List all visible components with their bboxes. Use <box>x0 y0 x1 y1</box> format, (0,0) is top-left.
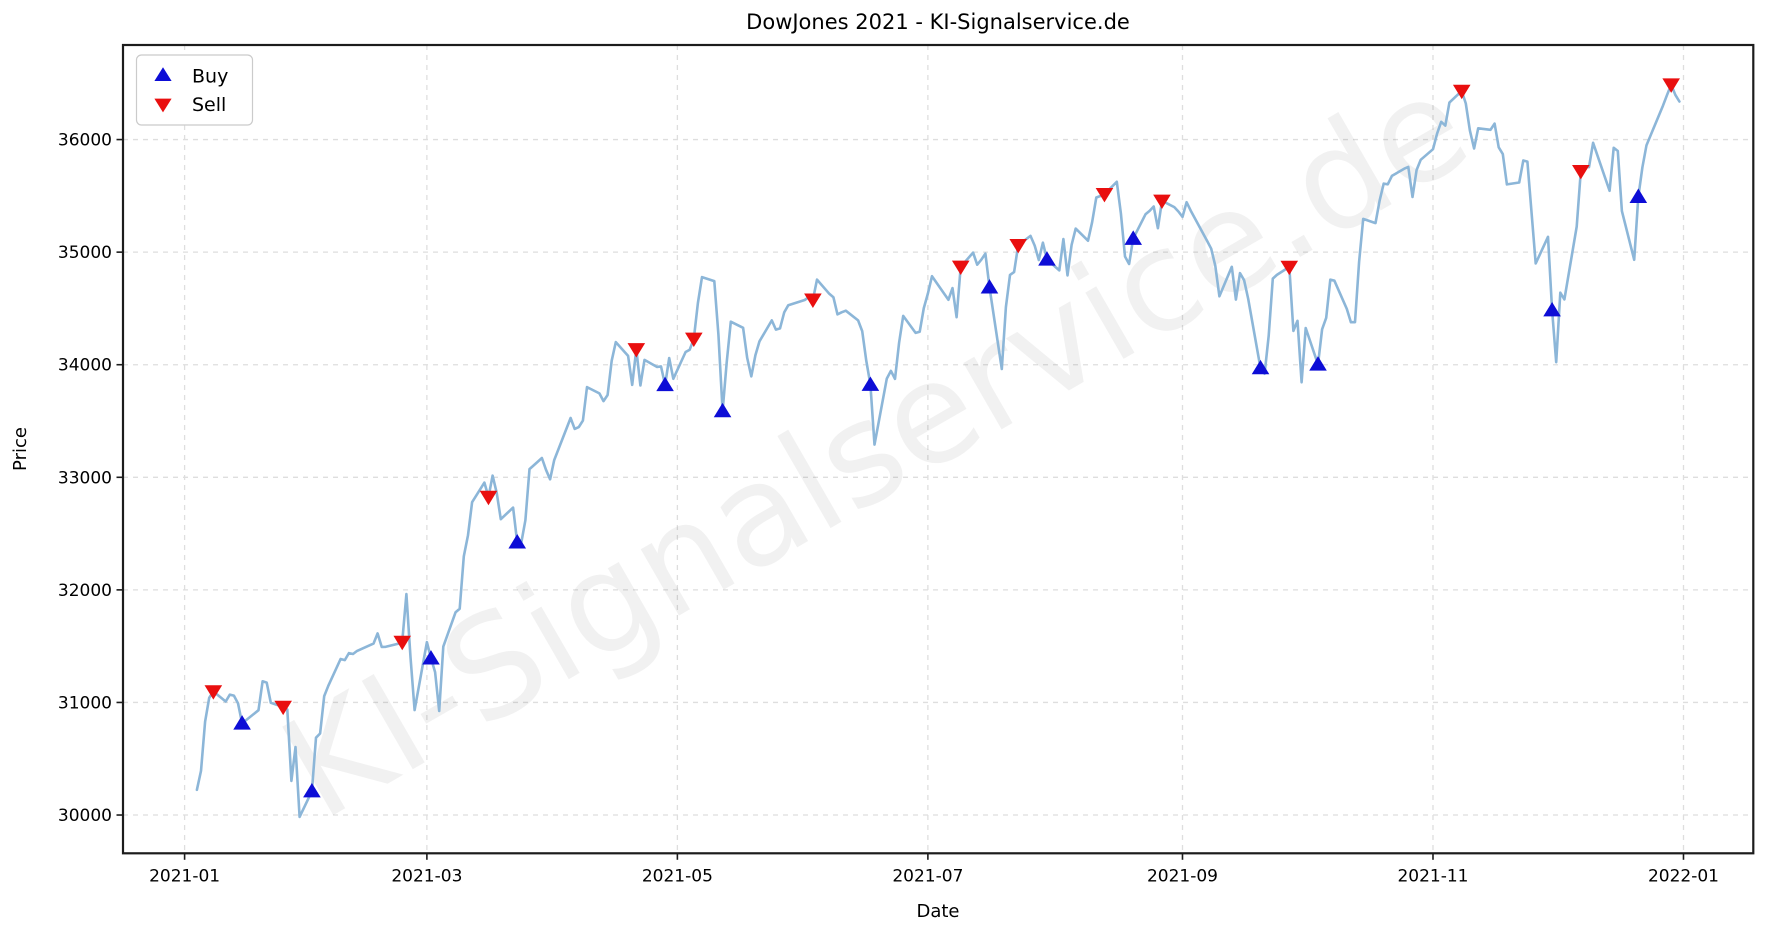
y-tick-label: 32000 <box>58 581 112 601</box>
watermark-text: KI-Signalservice.de <box>257 43 1494 852</box>
x-tick-label: 2021-09 <box>1147 866 1218 886</box>
buy-marker-triangle-up-icon <box>1124 230 1143 245</box>
y-tick-label: 36000 <box>58 131 112 151</box>
sell-marker-triangle-down-icon <box>274 700 292 716</box>
buy-marker-triangle-up-icon <box>1251 359 1270 375</box>
sell-marker-triangle-down-icon <box>1009 238 1028 254</box>
sell-marker-triangle-down-icon <box>1572 164 1590 180</box>
y-tick-label: 31000 <box>58 693 112 713</box>
buy-marker-triangle-up-icon <box>980 279 999 294</box>
buy-marker-triangle-up-icon <box>656 376 674 392</box>
x-tick-label: 2021-05 <box>642 866 713 886</box>
buy-marker-triangle-up-icon <box>233 715 251 730</box>
y-tick-label: 34000 <box>58 356 112 376</box>
sell-marker-triangle-down-icon <box>1452 84 1471 100</box>
buy-marker-triangle-up-icon <box>303 782 321 798</box>
y-tick-label: 35000 <box>58 243 112 263</box>
buy-marker-triangle-up-icon <box>508 534 527 549</box>
tick-layer: 2021-01 2021-03 2021-05 2021-07 2021-09 2021-… <box>58 131 1719 887</box>
price-line <box>195 83 1681 819</box>
sell-marker-triangle-down-icon <box>951 260 970 275</box>
x-axis-label: Date <box>916 901 959 922</box>
y-tick-label: 30000 <box>58 806 112 826</box>
x-tick-label: 2021-11 <box>1397 866 1468 886</box>
plot-border <box>121 43 1755 855</box>
sell-marker-triangle-down-icon <box>1662 78 1680 93</box>
buy-marker-triangle-up-icon <box>1309 356 1327 371</box>
buy-marker-triangle-up-icon <box>861 376 880 391</box>
sell-marker-triangle-down-icon <box>1280 260 1299 276</box>
legend-buy-triangle-up-icon <box>154 67 172 81</box>
sell-marker-triangle-down-icon <box>479 490 498 506</box>
legend-sell-label: Sell <box>192 94 226 116</box>
sell-marker-triangle-down-icon <box>685 332 703 348</box>
buy-marker-triangle-up-icon <box>1543 302 1561 317</box>
buy-marker-triangle-up-icon <box>713 402 732 418</box>
x-tick-label: 2021-07 <box>892 866 963 886</box>
sell-marker-triangle-down-icon <box>204 685 223 700</box>
legend: Buy Sell <box>135 54 254 126</box>
legend-buy-label: Buy <box>192 66 228 88</box>
legend-sell-triangle-down-icon <box>154 98 172 113</box>
price-line-layer <box>195 83 1681 819</box>
x-tick-label: 2022-01 <box>1648 866 1719 886</box>
y-axis-label: Price <box>10 427 31 471</box>
y-tick-label: 33000 <box>58 468 112 488</box>
sell-marker-triangle-down-icon <box>627 343 646 358</box>
buy-marker-triangle-up-icon <box>1629 188 1648 203</box>
sell-marker-triangle-down-icon <box>1153 194 1171 210</box>
x-tick-label: 2021-03 <box>391 866 462 886</box>
x-tick-label: 2021-01 <box>149 866 220 886</box>
sell-marker-triangle-down-icon <box>393 635 412 651</box>
chart-title: DowJones 2021 - KI-Signalservice.de <box>746 10 1130 34</box>
grid-layer <box>123 45 1754 854</box>
sell-marker-triangle-down-icon <box>804 293 822 308</box>
signal-marker-layer <box>204 78 1680 798</box>
buy-marker-triangle-up-icon <box>422 650 440 665</box>
sell-marker-triangle-down-icon <box>1095 187 1114 203</box>
buy-marker-triangle-up-icon <box>1038 251 1056 266</box>
